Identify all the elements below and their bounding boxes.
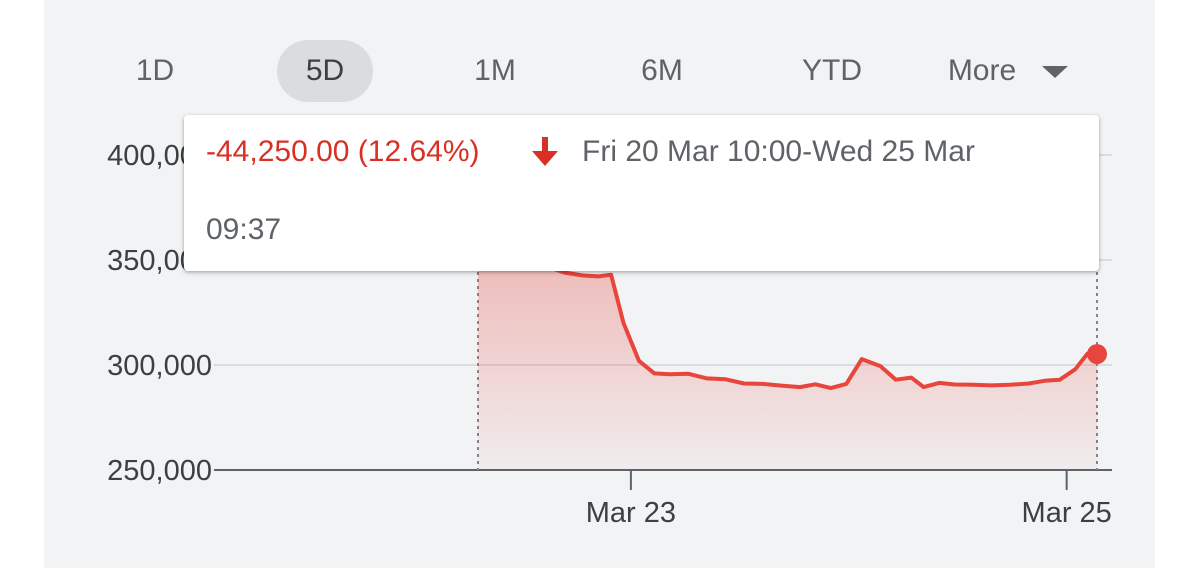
y-tick-label: 300,000	[107, 350, 212, 382]
x-tick-label: Mar 23	[586, 497, 676, 529]
current-price-dot	[1087, 344, 1107, 365]
caret-down-icon[interactable]	[1042, 66, 1068, 78]
tab-6m[interactable]: 6M	[641, 54, 683, 87]
arrow-down-icon	[532, 137, 558, 172]
tab-1m[interactable]: 1M	[474, 54, 516, 87]
change-tooltip: -44,250.00 (12.64%) Fri 20 Mar 10:00-Wed…	[184, 115, 1099, 271]
price-area-fill	[478, 260, 1097, 470]
tab-ytd[interactable]: YTD	[802, 54, 862, 87]
price-line	[476, 258, 1099, 391]
tab-more[interactable]: More	[947, 54, 1017, 87]
tab-1d[interactable]: 1D	[135, 54, 175, 87]
price-change-text: -44,250.00 (12.64%)	[206, 135, 480, 168]
y-tick-label: 250,000	[107, 455, 212, 487]
x-tick-label: Mar 25	[1022, 497, 1112, 529]
date-range-time: 09:37	[206, 213, 282, 246]
date-range-text: Fri 20 Mar 10:00-Wed 25 Mar	[582, 135, 975, 168]
tab-5d[interactable]: 5D	[277, 40, 373, 102]
